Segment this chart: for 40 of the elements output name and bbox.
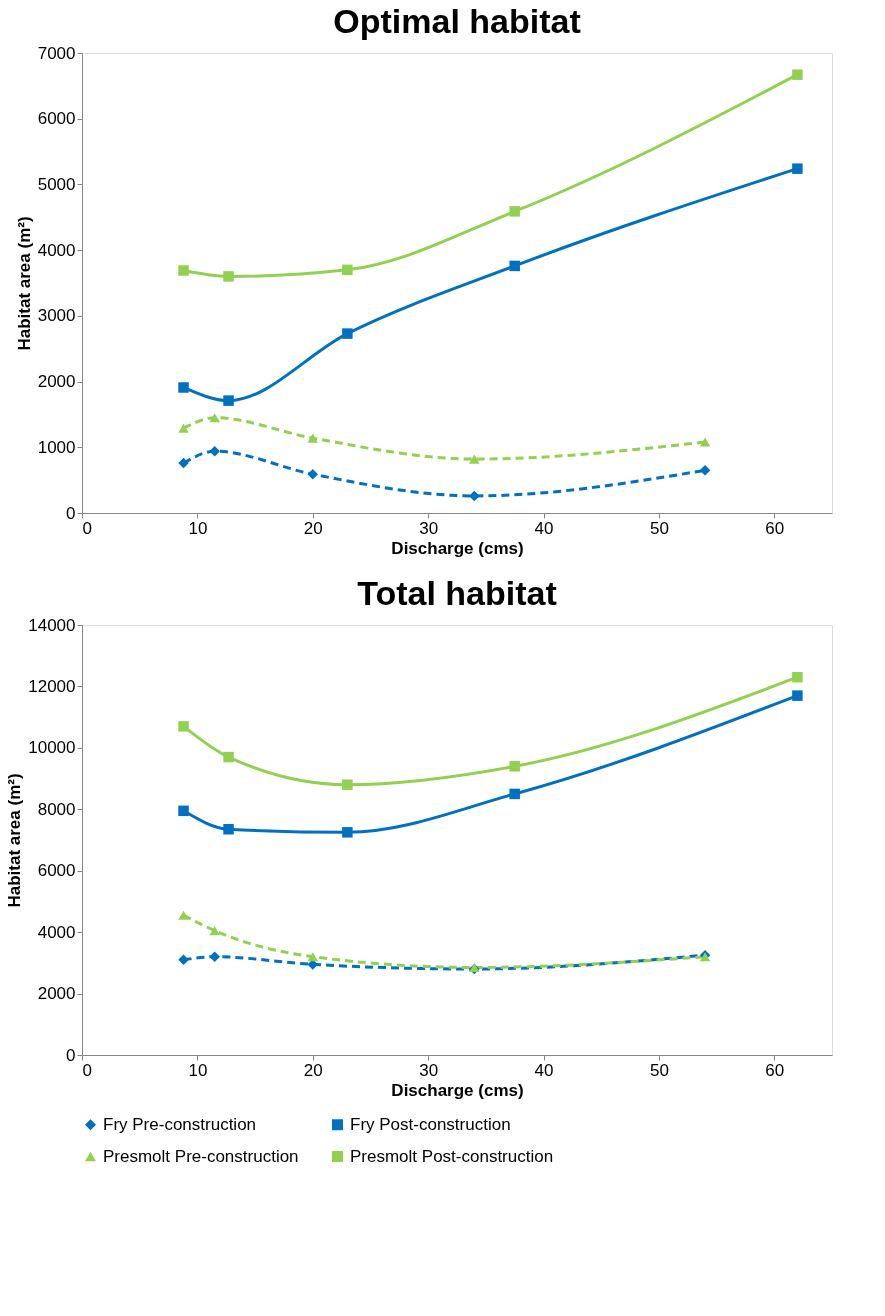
y-tick-label: 5000 (37, 174, 76, 194)
x-tick-label: 50 (649, 1060, 669, 1080)
y-tick-label: 7000 (37, 43, 76, 63)
y-tick-label: 12000 (28, 676, 76, 696)
y-tick-label: 3000 (37, 306, 76, 326)
y-tick-label: 14000 (28, 615, 76, 635)
y-tick-label: 10000 (28, 738, 76, 758)
y-tick-label: 1000 (37, 437, 76, 457)
y-axis-title: Habitat area (m²) (5, 773, 25, 908)
y-axis-title: Habitat area (m²) (14, 216, 34, 351)
y-tick-label: 4000 (37, 240, 76, 260)
x-tick-label: 60 (765, 518, 785, 538)
y-tick-label: 6000 (37, 861, 76, 881)
x-tick-label: 30 (419, 518, 439, 538)
y-tick-label: 6000 (37, 109, 76, 129)
x-tick-label: 60 (765, 1060, 785, 1080)
x-axis-title: Discharge (cms) (391, 1080, 524, 1100)
x-tick-label: 20 (303, 518, 323, 538)
y-tick-label: 0 (66, 503, 76, 523)
x-tick-label: 40 (534, 1060, 554, 1080)
chart-title: Total habitat (357, 574, 557, 612)
x-axis-title: Discharge (cms) (391, 538, 524, 558)
legend-label: Presmolt Post-construction (350, 1146, 554, 1166)
chart-title: Optimal habitat (333, 2, 581, 40)
x-tick-label: 40 (534, 518, 554, 538)
legend-label: Fry Post-construction (350, 1114, 511, 1134)
x-tick-label: 0 (82, 518, 92, 538)
y-tick-label: 4000 (37, 922, 76, 942)
legend-label: Presmolt Pre-construction (103, 1146, 299, 1166)
x-tick-label: 10 (188, 518, 208, 538)
x-tick-label: 10 (188, 1060, 208, 1080)
y-tick-label: 2000 (37, 984, 76, 1004)
y-tick-label: 8000 (37, 799, 76, 819)
x-tick-label: 0 (82, 1060, 92, 1080)
x-tick-label: 20 (303, 1060, 323, 1080)
y-tick-label: 0 (66, 1045, 76, 1065)
x-tick-label: 30 (419, 1060, 439, 1080)
legend-label: Fry Pre-construction (103, 1114, 257, 1134)
y-tick-label: 2000 (37, 372, 76, 392)
x-tick-label: 50 (649, 518, 669, 538)
